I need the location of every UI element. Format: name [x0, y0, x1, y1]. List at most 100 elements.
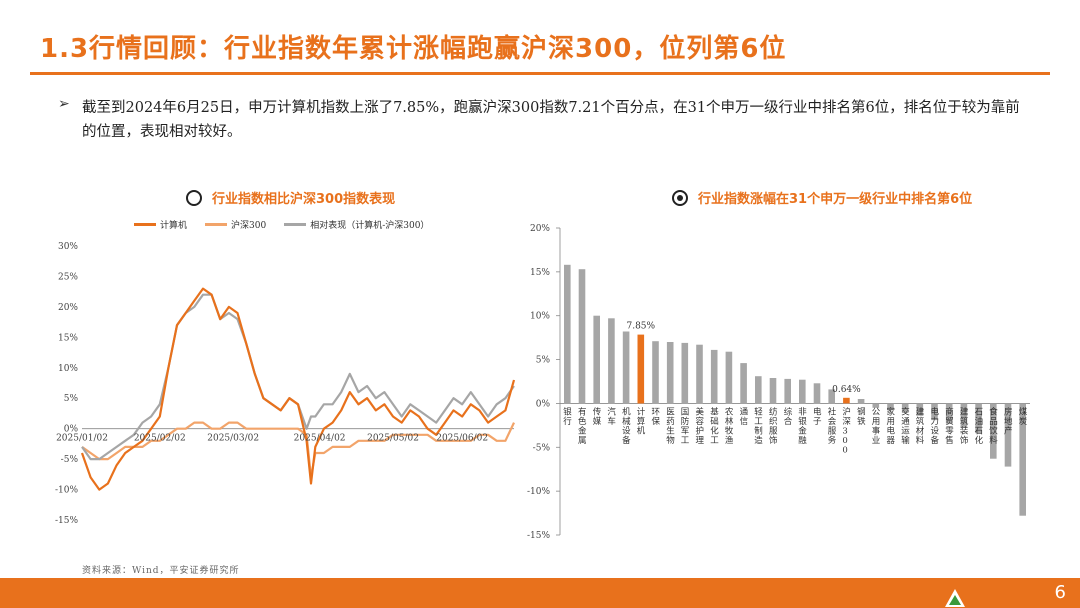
bar-基础化工 [710, 349, 718, 404]
x-category-label: 建筑装饰 [960, 406, 969, 446]
page-title: 1.3行情回顾：行业指数年累计涨幅跑赢沪深300，位列第6位 [40, 34, 787, 64]
bar-石油石化 [975, 403, 982, 434]
y-tick-label: 10% [530, 312, 550, 322]
x-category-label: 综合 [784, 406, 793, 427]
bar-建筑材料 [916, 403, 924, 416]
bar-钢铁 [857, 399, 865, 404]
bar-建筑装饰 [960, 403, 968, 428]
x-tick-label: 2025/01/02 [56, 434, 108, 444]
y-tick-label: -10% [55, 486, 78, 496]
legend-label: 相对表现（计算机-沪深300） [310, 221, 430, 231]
x-tick-label: 2025/05/02 [367, 434, 419, 444]
x-category-label: 有色金属 [578, 406, 587, 446]
legend-swatch [205, 223, 228, 226]
x-category-label: 石油石化 [975, 407, 984, 446]
bar-银行 [564, 264, 571, 404]
bar-非银金融 [799, 379, 806, 404]
x-category-label: 钢铁 [857, 406, 866, 427]
line-chart: -15% -10% -5% 0% 5% 10% 15% 20% 25% 30% 2025/01/02… [55, 242, 516, 526]
x-category-label: 汽车 [607, 406, 616, 427]
x-category-label: 房地产 [1004, 406, 1013, 436]
bar-纺织服饰 [769, 378, 777, 404]
x-category-label: 沪深 3 0 0 [842, 406, 851, 455]
bar-电力设备 [931, 403, 938, 421]
x-category-label: 商贸零售 [945, 406, 954, 446]
legend-label: 计算机 [160, 221, 188, 231]
radio-empty-icon [186, 189, 202, 206]
x-category-label: 通信 [740, 406, 749, 427]
footer-bar [0, 578, 1080, 608]
y-tick-label: 5% [64, 394, 79, 404]
x-category-label: 纺织服饰 [769, 406, 778, 446]
y-tick-label: -10% [527, 487, 550, 497]
legend-item-computer: 计算机 [134, 218, 187, 231]
x-category-label: 非银金融 [798, 406, 807, 446]
bar-有色金属 [578, 269, 586, 404]
series-line-2 [81, 293, 515, 461]
line-chart-legend: 计算机 沪深300 相对表现（计算机-沪深300） [134, 218, 429, 231]
y-tick-label: 25% [58, 272, 78, 282]
x-category-label: 电力设备 [931, 406, 940, 446]
x-category-label: 计算机 [637, 406, 646, 436]
y-tick-label: 30% [58, 242, 78, 252]
bar-传媒 [593, 315, 600, 404]
x-category-label: 轻工制造 [754, 406, 763, 446]
bar-环保 [652, 341, 659, 404]
x-category-label: 家用电器 [887, 406, 896, 446]
y-tick-label: -5% [61, 455, 79, 465]
bar-通信 [740, 363, 747, 404]
x-category-label: 社会服务 [828, 406, 837, 446]
bar-公用事业 [872, 403, 880, 408]
y-tick-label: 10% [58, 364, 78, 374]
bar-美容护理 [696, 344, 703, 404]
data-label: 7.85% [626, 322, 655, 332]
x-category-label: 美容护理 [696, 406, 705, 446]
company-logo-icon [945, 589, 965, 607]
y-tick-label: 0% [536, 399, 551, 409]
x-category-label: 食品饮料 [989, 406, 998, 446]
bar-农林牧渔 [725, 351, 733, 404]
legend-item-relative: 相对表现（计算机-沪深300） [284, 218, 429, 231]
series-line-0 [80, 287, 516, 491]
bar-综合 [784, 378, 791, 404]
page-number: 6 [1054, 582, 1066, 603]
source-note: 资料来源：Wind，平安证券研究所 [82, 566, 240, 576]
left-chart-heading-text: 行业指数相比沪深300指数表现 [212, 192, 396, 207]
y-tick-label: 0% [64, 425, 79, 435]
bar-轻工制造 [755, 376, 762, 404]
x-category-label: 机械设备 [622, 406, 631, 446]
y-tick-label: 5% [536, 356, 551, 366]
bar-沪深300 [843, 397, 850, 404]
y-tick-label: -15% [527, 531, 550, 541]
y-tick-label: 20% [530, 224, 550, 234]
y-tick-label: -5% [533, 443, 551, 453]
x-category-label: 传媒 [593, 406, 602, 427]
x-category-label: 医药生物 [666, 407, 675, 446]
x-category-label: 国防军工 [681, 407, 690, 446]
y-tick-label: 15% [58, 333, 78, 343]
bar-医药生物 [666, 342, 674, 404]
x-tick-label: 2025/06/02 [436, 434, 488, 444]
y-tick-label: 15% [530, 268, 550, 278]
legend-item-hs300: 沪深300 [205, 218, 266, 231]
right-chart-heading-text: 行业指数涨幅在31个申万一级行业中排名第6位 [698, 192, 973, 207]
x-category-label: 公用事业 [872, 407, 881, 446]
x-category-label: 环保 [652, 407, 661, 427]
x-category-label: 电子 [813, 406, 822, 427]
x-category-label: 交通运输 [901, 406, 910, 446]
left-chart-heading: 行业指数相比沪深300指数表现 [186, 188, 395, 207]
summary-text: 截至到2024年6月25日，申万计算机指数上涨了7.85%，跑赢沪深300指数7… [82, 100, 1020, 140]
x-category-label: 煤炭 [1019, 406, 1028, 427]
x-category-label: 农林牧渔 [725, 406, 734, 446]
x-tick-label: 2025/02/02 [134, 434, 186, 444]
bar-国防军工 [681, 342, 689, 404]
bar-电子 [813, 383, 821, 404]
x-category-label: 建筑材料 [916, 406, 925, 446]
bullet-arrow-icon: ➢ [58, 96, 70, 112]
bar-计算机 [637, 334, 645, 404]
bar-房地产 [1004, 403, 1012, 467]
series-line-1 [81, 421, 515, 479]
x-category-label: 基础化工 [710, 406, 719, 446]
legend-swatch [134, 223, 156, 226]
legend-swatch [284, 223, 307, 226]
